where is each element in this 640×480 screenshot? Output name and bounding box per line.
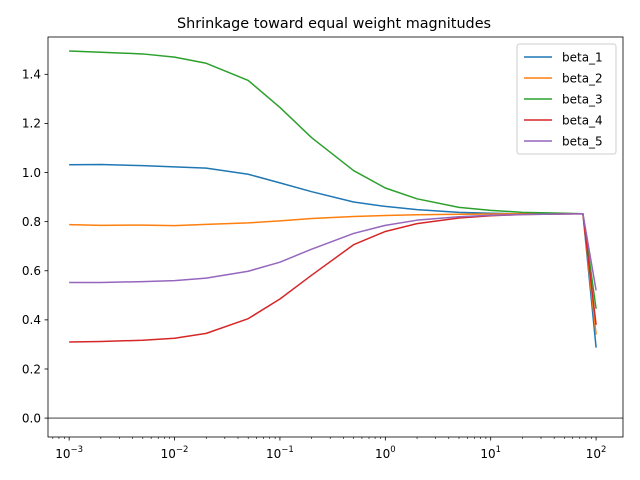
series-line-beta_4 <box>69 213 597 343</box>
x-tick-label: 10−3 <box>55 445 83 461</box>
legend-label-beta_5: beta_5 <box>562 134 603 148</box>
y-tick-label: 0.8 <box>22 215 41 229</box>
y-tick-label: 1.4 <box>22 68 41 82</box>
legend-box <box>516 43 617 155</box>
legend-label-beta_4: beta_4 <box>562 113 603 127</box>
y-tick-label: 0.0 <box>22 411 41 425</box>
axes-frame <box>47 36 624 438</box>
series-line-beta_3 <box>69 50 597 309</box>
legend-label-beta_3: beta_3 <box>562 92 603 106</box>
y-tick-label: 0.6 <box>22 264 41 278</box>
series-line-beta_5 <box>69 213 597 291</box>
y-tick-label: 0.4 <box>22 313 41 327</box>
x-tick-label: 102 <box>586 445 607 461</box>
plot-area: 10−3 10−2 10−1 100 101 102 0.0 0.2 0.4 0.6 0.8 1.0 1… <box>22 36 624 461</box>
legend-label-beta_1: beta_1 <box>562 50 603 64</box>
y-tick-label: 1.2 <box>22 117 41 131</box>
legend-label-beta_2: beta_2 <box>562 71 603 85</box>
y-tick-label: 1.0 <box>22 166 41 180</box>
x-tick-label: 10−1 <box>266 445 294 461</box>
series-line-beta_1 <box>69 163 597 348</box>
x-tick-label: 10−2 <box>161 445 189 461</box>
chart-title: Shrinkage toward equal weight magnitudes <box>177 16 491 32</box>
series-line-beta_2 <box>69 213 597 335</box>
x-tick-label: 100 <box>375 445 396 461</box>
x-tick-label: 101 <box>480 445 501 461</box>
y-tick-label: 0.2 <box>22 362 41 376</box>
